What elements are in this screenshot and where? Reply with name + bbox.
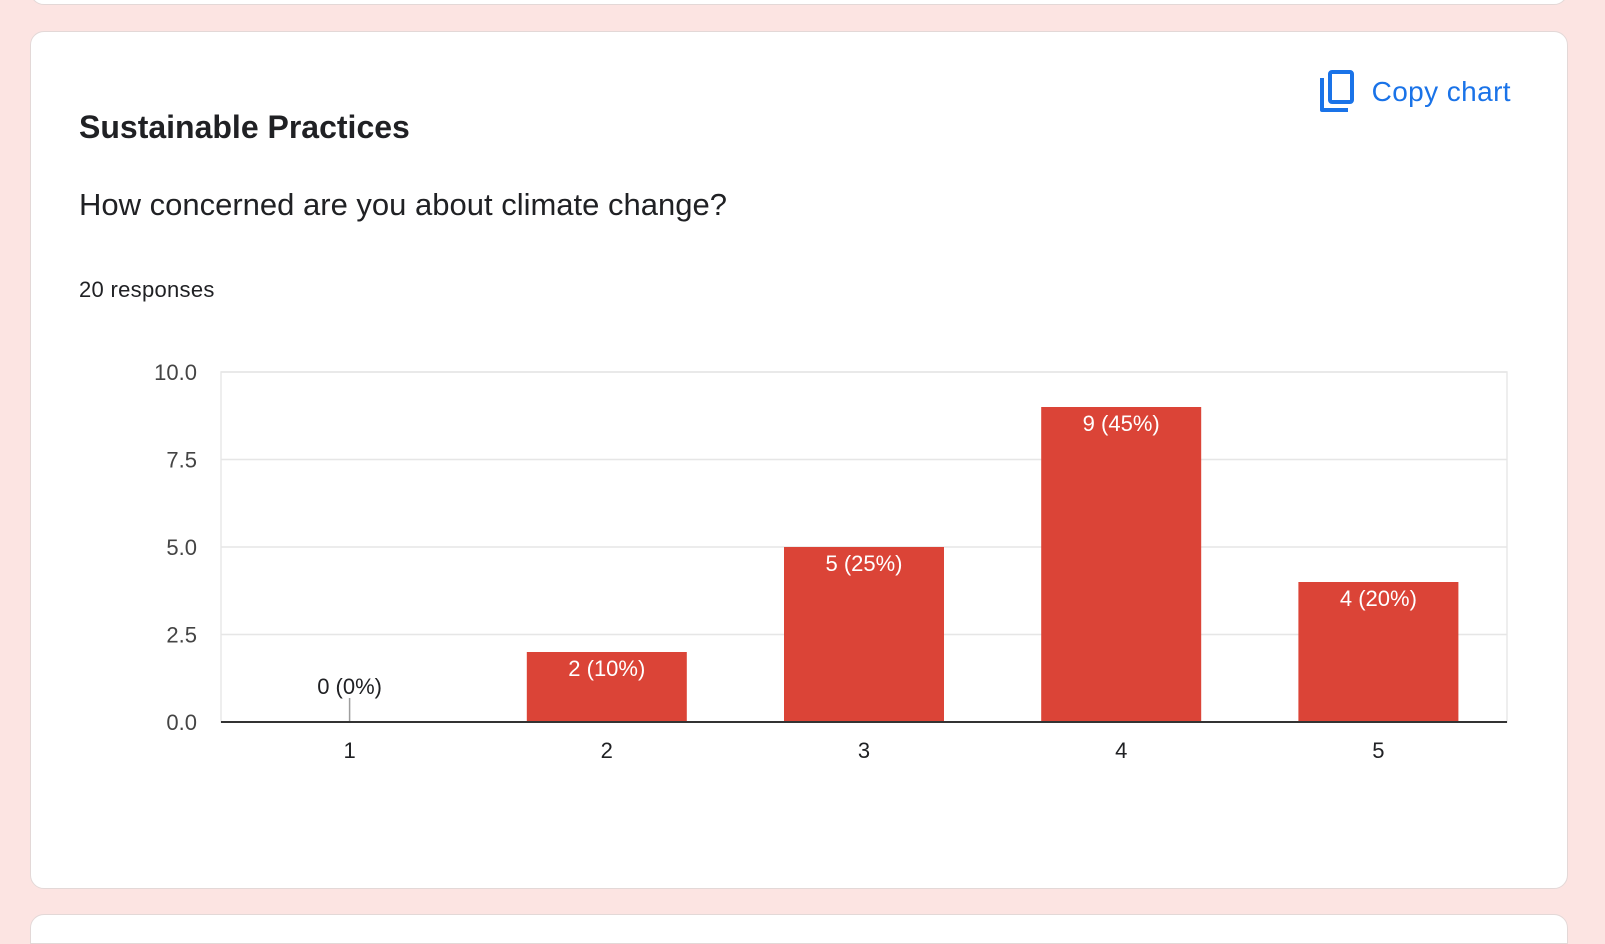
x-tick-label: 2 <box>601 738 613 763</box>
x-tick-label: 4 <box>1115 738 1127 763</box>
bar-data-label: 5 (25%) <box>825 551 902 576</box>
bar <box>1041 407 1202 722</box>
bar-data-label: 0 (0%) <box>317 674 382 699</box>
y-tick-label: 5.0 <box>166 535 197 560</box>
bar-data-label: 9 (45%) <box>1083 411 1160 436</box>
y-tick-label: 7.5 <box>166 448 197 473</box>
x-tick-label: 5 <box>1372 738 1384 763</box>
copy-chart-button[interactable]: Copy chart <box>1318 70 1511 114</box>
bar-chart: 0.0 2.5 5.0 7.5 10.0 0 (0%) 1 2 (10%) 2 5 (25%) 3 9… <box>154 360 1508 763</box>
x-tick-label: 3 <box>858 738 870 763</box>
bar-data-label: 2 (10%) <box>568 656 645 681</box>
question-text: How concerned are you about climate chan… <box>79 187 727 222</box>
copy-icon <box>1319 70 1354 112</box>
bar <box>784 547 944 722</box>
bar <box>1298 582 1459 722</box>
copy-chart-label: Copy chart <box>1371 76 1511 107</box>
previous-card <box>30 0 1568 5</box>
y-tick-label: 0.0 <box>166 710 197 735</box>
question-card: Sustainable Practices Copy chart How con… <box>30 31 1568 889</box>
bar-data-label: 4 (20%) <box>1340 586 1417 611</box>
section-title: Sustainable Practices <box>79 109 410 145</box>
bar <box>526 652 687 722</box>
y-tick-label: 2.5 <box>166 623 197 648</box>
x-tick-label: 1 <box>343 738 355 763</box>
response-count: 20 responses <box>79 277 215 302</box>
y-tick-label: 10.0 <box>154 360 197 385</box>
